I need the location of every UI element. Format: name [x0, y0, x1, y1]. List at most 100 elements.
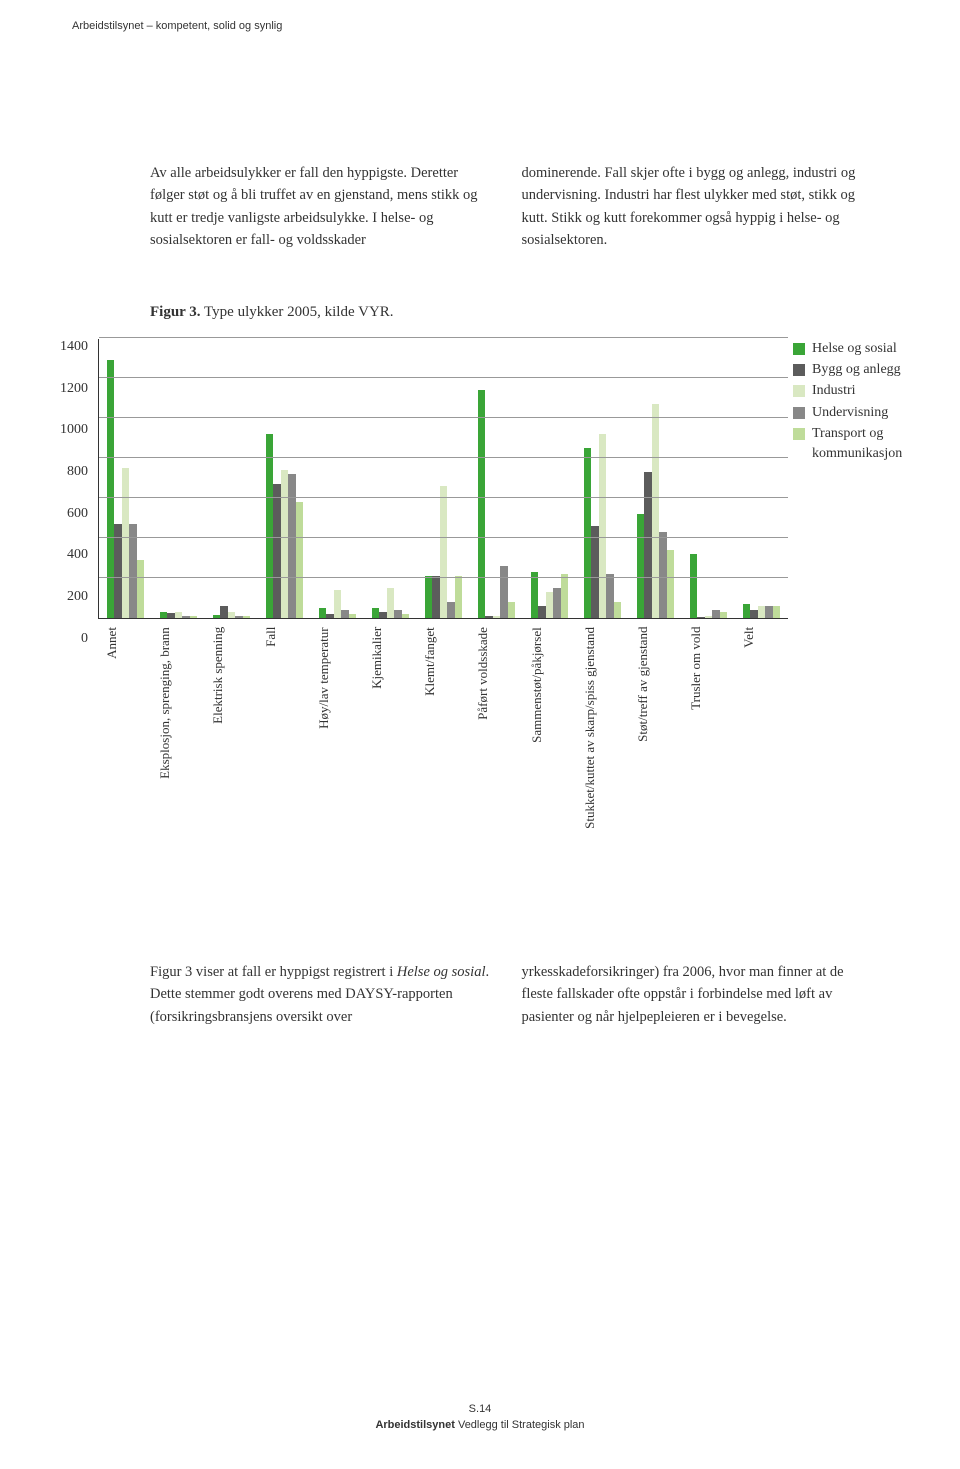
bar	[478, 390, 486, 618]
category-group	[741, 604, 782, 618]
col2-right: yrkesskadeforsikringer) fra 2006, hvor m…	[522, 961, 866, 1028]
legend-swatch	[793, 428, 805, 440]
bar	[508, 602, 516, 618]
bar	[750, 610, 758, 618]
bar	[720, 612, 728, 618]
bar	[107, 360, 115, 618]
category-group	[264, 434, 305, 618]
bar	[606, 574, 614, 618]
category-group	[317, 590, 358, 618]
bar	[500, 566, 508, 618]
bar	[243, 616, 251, 618]
category-group	[688, 554, 729, 618]
bar	[296, 502, 304, 618]
x-tick-label: Høy/lav temperatur	[316, 627, 357, 829]
category-group	[211, 606, 252, 618]
category-group	[105, 360, 146, 618]
bar	[743, 604, 751, 618]
legend-label: Helse og sosial	[812, 339, 897, 359]
bar	[281, 470, 289, 618]
bar	[553, 588, 561, 618]
grid-line	[99, 537, 788, 538]
bar	[341, 610, 349, 618]
bar	[599, 434, 607, 618]
y-axis: 1400120010008006004002000	[60, 339, 98, 631]
category-group	[635, 404, 676, 618]
legend-item: Undervisning	[793, 403, 932, 423]
bar	[160, 612, 168, 618]
bar	[349, 614, 357, 618]
bar	[758, 606, 766, 618]
legend-item: Industri	[793, 381, 932, 401]
col-left: Av alle arbeidsulykker er fall den hyppi…	[150, 162, 494, 252]
legend-item: Bygg og anlegg	[793, 360, 932, 380]
legend-item: Transport og kommunikasjon	[793, 424, 932, 465]
x-tick-label: Velt	[741, 627, 782, 829]
bar	[690, 554, 698, 618]
category-group	[476, 390, 517, 618]
bar	[122, 468, 130, 618]
bar	[546, 592, 554, 618]
bar	[493, 616, 501, 618]
bar	[334, 590, 342, 618]
legend-swatch	[793, 407, 805, 419]
bar	[440, 486, 448, 618]
bar	[637, 514, 645, 618]
grid-line	[99, 337, 788, 338]
x-tick-label: Annet	[104, 627, 145, 829]
category-group	[158, 612, 199, 618]
bar	[379, 612, 387, 618]
figure-title-bold: Figur 3.	[150, 304, 201, 320]
bar	[394, 610, 402, 618]
bar	[538, 606, 546, 618]
bar	[765, 606, 773, 618]
category-group	[582, 434, 623, 618]
x-tick-label: Fall	[263, 627, 304, 829]
bar	[561, 574, 569, 618]
bar	[644, 472, 652, 618]
bar	[387, 588, 395, 618]
footer-bold: Arbeidstilsynet	[375, 1419, 454, 1431]
col2-left: Figur 3 viser at fall er hyppigst regist…	[150, 961, 494, 1028]
page-number: S.14	[0, 1403, 960, 1415]
legend-label: Undervisning	[812, 403, 888, 423]
bar	[447, 602, 455, 618]
bar	[652, 404, 660, 618]
legend-label: Industri	[812, 381, 856, 401]
bar	[614, 602, 622, 618]
bar	[175, 612, 183, 618]
bar	[697, 617, 705, 618]
x-tick-label: Klemt/fanget	[422, 627, 463, 829]
x-tick-label: Sammenstøt/påkjørsel	[529, 627, 570, 829]
category-group	[370, 588, 411, 618]
col-right: dominerende. Fall skjer ofte i bygg og a…	[522, 162, 866, 252]
chart: 1400120010008006004002000 AnnetEksplosjo…	[60, 339, 960, 631]
bar	[455, 576, 463, 618]
grid-line	[99, 577, 788, 578]
bar	[667, 550, 675, 618]
legend: Helse og sosialBygg og anleggIndustriUnd…	[793, 339, 932, 466]
grid-line	[99, 457, 788, 458]
bar	[326, 614, 334, 618]
bar	[773, 606, 781, 618]
bar	[425, 576, 433, 618]
bar	[228, 612, 236, 618]
bar	[485, 616, 493, 618]
grid-line	[99, 377, 788, 378]
bar	[129, 524, 137, 618]
bar	[182, 616, 190, 618]
col2-left-pre: Figur 3 viser at fall er hyppigst regist…	[150, 964, 397, 980]
legend-item: Helse og sosial	[793, 339, 932, 359]
bar	[659, 532, 667, 618]
bar	[591, 526, 599, 618]
plot-area	[98, 339, 788, 619]
bar	[273, 484, 281, 618]
legend-label: Transport og kommunikasjon	[812, 424, 932, 465]
x-tick-label: Støt/treff av gjenstand	[635, 627, 676, 829]
bar	[372, 608, 380, 618]
bar	[137, 560, 145, 618]
figure-title: Figur 3. Type ulykker 2005, kilde VYR.	[150, 304, 960, 321]
bar	[213, 615, 221, 618]
x-axis-labels: AnnetEksplosjon, sprenging, brannElektri…	[98, 627, 788, 829]
bar	[288, 474, 296, 618]
